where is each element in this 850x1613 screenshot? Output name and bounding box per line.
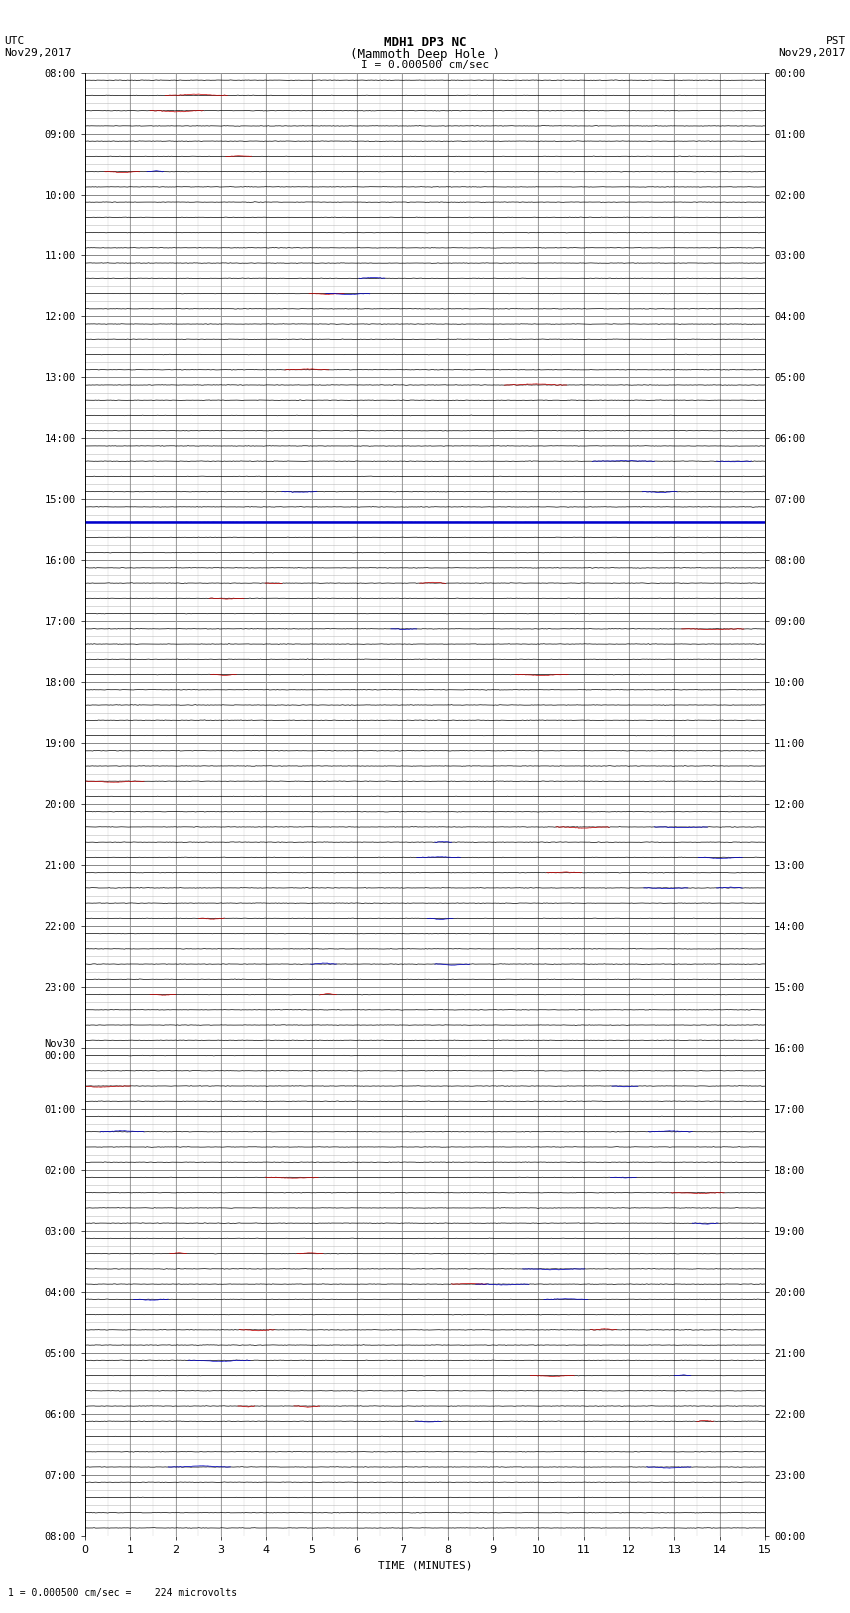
Text: UTC: UTC bbox=[4, 37, 25, 47]
Text: I = 0.000500 cm/sec: I = 0.000500 cm/sec bbox=[361, 60, 489, 69]
Text: PST: PST bbox=[825, 37, 846, 47]
Text: (Mammoth Deep Hole ): (Mammoth Deep Hole ) bbox=[350, 48, 500, 61]
Text: 1 = 0.000500 cm/sec =    224 microvolts: 1 = 0.000500 cm/sec = 224 microvolts bbox=[8, 1589, 238, 1598]
X-axis label: TIME (MINUTES): TIME (MINUTES) bbox=[377, 1560, 473, 1569]
Text: MDH1 DP3 NC: MDH1 DP3 NC bbox=[383, 37, 467, 50]
Text: Nov29,2017: Nov29,2017 bbox=[779, 48, 846, 58]
Text: Nov29,2017: Nov29,2017 bbox=[4, 48, 71, 58]
